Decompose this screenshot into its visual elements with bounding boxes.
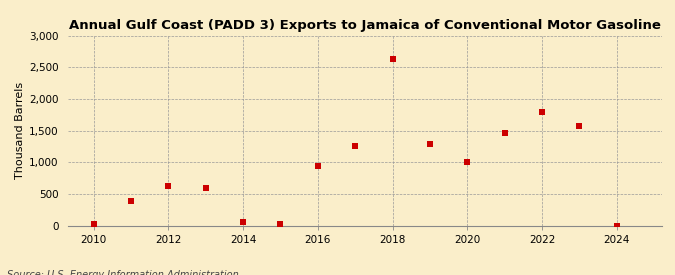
Y-axis label: Thousand Barrels: Thousand Barrels: [15, 82, 25, 179]
Point: [574, 123, 585, 128]
Point: [313, 164, 323, 168]
Point: [163, 184, 173, 188]
Point: [387, 57, 398, 61]
Text: Source: U.S. Energy Information Administration: Source: U.S. Energy Information Administ…: [7, 271, 238, 275]
Point: [500, 131, 510, 135]
Point: [537, 110, 547, 114]
Title: Annual Gulf Coast (PADD 3) Exports to Jamaica of Conventional Motor Gasoline: Annual Gulf Coast (PADD 3) Exports to Ja…: [69, 19, 660, 32]
Point: [200, 186, 211, 190]
Point: [612, 223, 622, 228]
Point: [88, 222, 99, 226]
Point: [275, 221, 286, 226]
Point: [462, 160, 472, 164]
Point: [238, 220, 248, 224]
Point: [126, 199, 136, 203]
Point: [350, 144, 360, 148]
Point: [425, 142, 435, 146]
